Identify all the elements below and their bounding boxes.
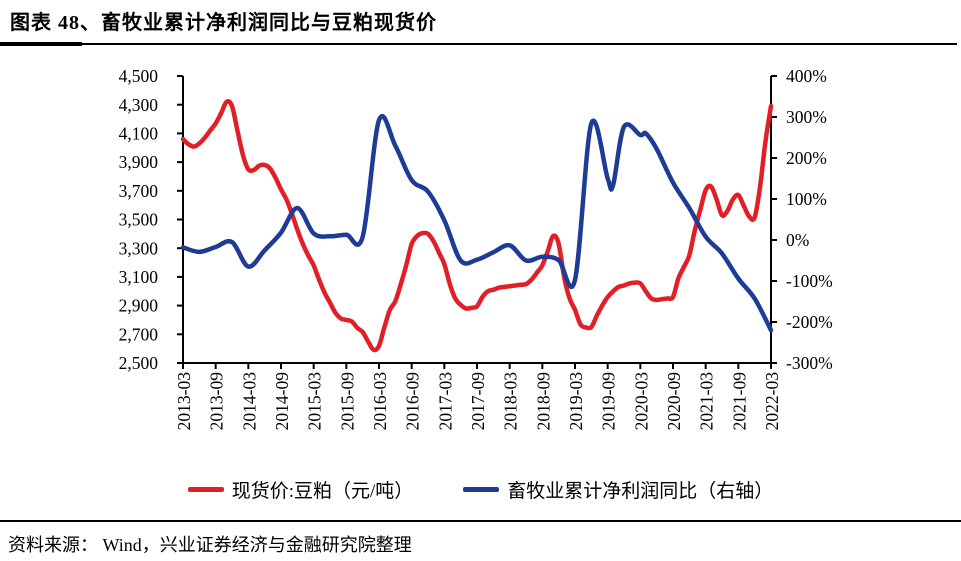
right-axis-tick-label: 200% bbox=[786, 148, 827, 168]
x-axis-tick-label: 2021-03 bbox=[697, 372, 717, 431]
left-axis-tick-label: 4,300 bbox=[119, 95, 159, 115]
left-axis-tick-label: 3,700 bbox=[119, 181, 159, 201]
left-axis-tick-label: 4,100 bbox=[119, 124, 159, 144]
axis-frame bbox=[182, 76, 772, 364]
x-axis-tick-label: 2022-03 bbox=[762, 372, 782, 431]
legend-label-profit-yoy: 畜牧业累计净利润同比（右轴） bbox=[507, 481, 774, 502]
x-axis-tick-label: 2020-09 bbox=[664, 372, 684, 431]
left-axis-tick-label: 3,500 bbox=[119, 210, 159, 230]
chart-legend: 现货价:豆粕（元/吨） 畜牧业累计净利润同比（右轴） bbox=[0, 476, 961, 503]
x-axis-tick-label: 2014-09 bbox=[272, 372, 292, 431]
right-axis-tick-label: -100% bbox=[786, 271, 833, 291]
legend-label-spot-price: 现货价:豆粕（元/吨） bbox=[231, 481, 414, 502]
left-axis-tick-label: 2,900 bbox=[119, 296, 159, 316]
profit-yoy-line bbox=[180, 114, 774, 333]
right-axis-tick-label: -300% bbox=[786, 353, 833, 373]
legend-item-profit-yoy: 畜牧业累计净利润同比（右轴） bbox=[463, 476, 773, 503]
x-axis-tick-label: 2016-09 bbox=[403, 372, 423, 431]
left-axis-tick-label: 3,100 bbox=[119, 267, 159, 287]
footer-divider bbox=[0, 520, 961, 522]
x-axis-tick-label: 2016-03 bbox=[370, 372, 390, 431]
spot-price-line-swatch bbox=[187, 487, 224, 492]
right-axis-tick-label: -200% bbox=[786, 312, 833, 332]
x-axis-tick-label: 2020-03 bbox=[631, 372, 651, 431]
x-axis-tick-label: 2013-03 bbox=[174, 372, 194, 431]
x-axis-tick-label: 2019-09 bbox=[599, 372, 619, 431]
x-axis-tick-label: 2018-03 bbox=[501, 372, 521, 431]
spot-price-line bbox=[180, 99, 774, 353]
x-axis-tick-label: 2015-09 bbox=[337, 372, 357, 431]
right-axis-tick-label: 100% bbox=[786, 189, 827, 209]
x-axis-tick-label: 2015-03 bbox=[305, 372, 325, 431]
chart-title: 图表 48、畜牧业累计净利润同比与豆粕现货价 bbox=[10, 12, 437, 34]
right-axis-tick-label: 300% bbox=[786, 107, 827, 127]
left-axis-tick-label: 2,500 bbox=[119, 353, 159, 373]
x-axis-tick-label: 2018-09 bbox=[533, 372, 553, 431]
x-axis-tick-label: 2017-03 bbox=[435, 372, 455, 431]
x-axis-tick-label: 2014-03 bbox=[239, 372, 259, 431]
left-axis-tick-label: 4,500 bbox=[119, 66, 159, 86]
x-axis-tick-label: 2021-09 bbox=[729, 372, 749, 431]
x-axis-tick-label: 2017-09 bbox=[468, 372, 488, 431]
right-axis-tick-label: 0% bbox=[786, 230, 809, 250]
title-divider bbox=[0, 42, 957, 46]
source-note: 资料来源： Wind，兴业证券经济与金融研究院整理 bbox=[8, 535, 412, 555]
x-axis-tick-label: 2013-09 bbox=[207, 372, 227, 431]
legend-item-spot-price: 现货价:豆粕（元/吨） bbox=[187, 476, 414, 503]
left-axis-tick-label: 3,900 bbox=[119, 152, 159, 172]
left-axis-tick-label: 2,700 bbox=[119, 324, 159, 344]
profit-line-swatch bbox=[463, 487, 500, 492]
right-axis-tick-label: 400% bbox=[786, 66, 827, 86]
left-axis-tick-label: 3,300 bbox=[119, 238, 159, 258]
x-axis-tick-label: 2019-03 bbox=[566, 372, 586, 431]
